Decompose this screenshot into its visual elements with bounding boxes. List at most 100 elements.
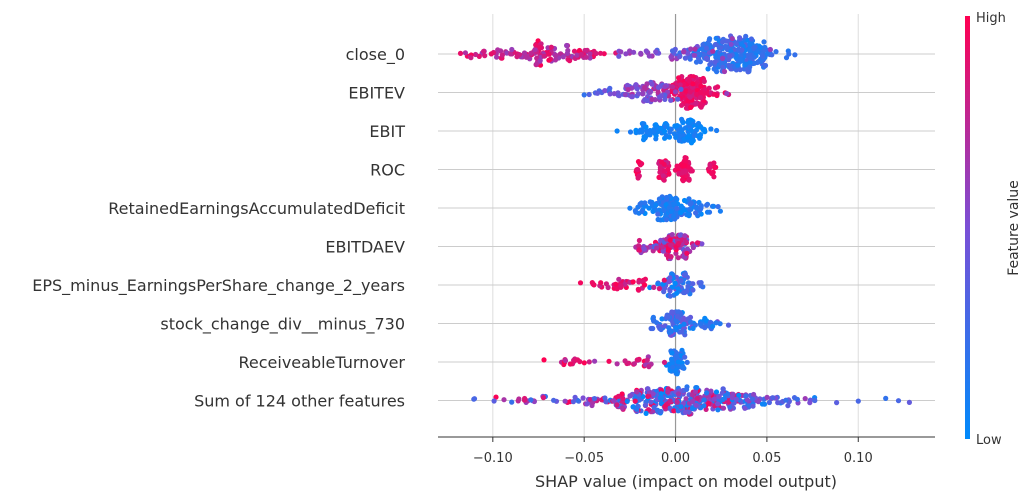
shap-point xyxy=(670,84,676,90)
shap-point xyxy=(642,402,649,408)
shap-point xyxy=(717,208,724,214)
feature-row-points xyxy=(633,232,705,262)
shap-point xyxy=(666,171,672,177)
shap-point xyxy=(729,395,735,401)
shap-point xyxy=(686,177,692,183)
shap-point xyxy=(733,40,739,46)
shap-point xyxy=(632,398,638,404)
shap-point xyxy=(471,396,478,402)
colorbar-gradient xyxy=(965,16,970,439)
shap-point xyxy=(678,210,684,216)
shap-point xyxy=(729,36,735,42)
shap-point xyxy=(682,55,689,61)
shap-point xyxy=(693,59,700,65)
shap-point xyxy=(666,329,673,336)
shap-point xyxy=(675,359,682,365)
shap-point xyxy=(521,50,528,56)
shap-point xyxy=(742,405,748,411)
shap-point xyxy=(614,128,620,134)
shap-point xyxy=(640,91,646,97)
feature-row-points xyxy=(614,116,720,146)
shap-point xyxy=(701,127,708,133)
shap-point xyxy=(690,325,696,331)
shap-point xyxy=(685,98,692,104)
shap-point xyxy=(638,50,644,57)
shap-point xyxy=(668,97,674,103)
shap-point xyxy=(688,319,694,325)
feature-row-points xyxy=(541,347,690,377)
shap-point xyxy=(686,119,693,125)
shap-point xyxy=(724,391,731,397)
shap-point xyxy=(683,105,690,111)
shap-point xyxy=(567,58,573,64)
shap-point xyxy=(633,82,639,88)
shap-point xyxy=(715,407,721,413)
shap-point xyxy=(644,97,650,104)
shap-point xyxy=(681,49,687,55)
shap-point xyxy=(665,314,671,320)
shap-point xyxy=(712,164,718,171)
shap-point xyxy=(629,94,635,100)
shap-point xyxy=(683,239,689,245)
shap-point xyxy=(658,400,665,406)
shap-point xyxy=(616,53,622,59)
shap-point xyxy=(655,281,661,287)
shap-point xyxy=(627,48,633,54)
shap-point xyxy=(643,48,649,54)
shap-point xyxy=(658,408,664,415)
shap-point xyxy=(597,50,604,56)
shap-point xyxy=(698,83,704,89)
shap-point xyxy=(677,82,683,88)
shap-point xyxy=(602,88,608,94)
shap-point xyxy=(635,159,642,165)
shap-point xyxy=(625,87,631,93)
shap-point xyxy=(715,84,721,90)
shap-point xyxy=(564,42,570,49)
shap-point xyxy=(667,129,673,135)
shap-point xyxy=(667,288,673,294)
feature-row-points xyxy=(471,384,913,417)
shap-point xyxy=(738,41,745,47)
shap-point xyxy=(589,280,595,286)
shap-point xyxy=(689,168,695,174)
shap-point xyxy=(655,84,662,90)
shap-point xyxy=(688,104,694,110)
shap-point xyxy=(767,46,773,53)
shap-point xyxy=(698,280,704,286)
shap-point xyxy=(674,290,680,296)
shap-point xyxy=(675,286,681,292)
shap-point xyxy=(658,326,664,333)
shap-point xyxy=(462,50,468,56)
shap-point xyxy=(615,92,621,98)
shap-point xyxy=(717,321,723,327)
shap-point xyxy=(661,207,667,213)
shap-point xyxy=(635,175,641,181)
shap-point xyxy=(733,396,740,402)
shap-point xyxy=(552,57,559,63)
shap-point xyxy=(678,86,684,92)
shap-point xyxy=(468,55,474,61)
shap-point xyxy=(650,325,656,332)
shap-point xyxy=(659,159,665,165)
shap-point xyxy=(575,357,581,363)
shap-point xyxy=(648,399,654,405)
shap-point xyxy=(720,405,727,411)
shap-point xyxy=(655,216,661,223)
shap-point xyxy=(711,203,717,209)
shap-point xyxy=(633,406,640,412)
shap-point xyxy=(746,403,752,409)
shap-point xyxy=(697,59,704,65)
shap-point xyxy=(673,134,679,140)
shap-point xyxy=(671,213,677,219)
shap-point xyxy=(655,211,661,217)
shap-point xyxy=(744,397,751,403)
feature-label: stock_change_div__minus_730 xyxy=(160,315,405,335)
shap-point xyxy=(650,208,656,214)
shap-point xyxy=(620,395,626,401)
shap-point xyxy=(673,195,679,201)
shap-point xyxy=(619,405,625,411)
shap-point xyxy=(571,48,578,54)
shap-point xyxy=(613,281,619,287)
shap-point xyxy=(614,286,620,292)
shap-point xyxy=(688,46,694,52)
